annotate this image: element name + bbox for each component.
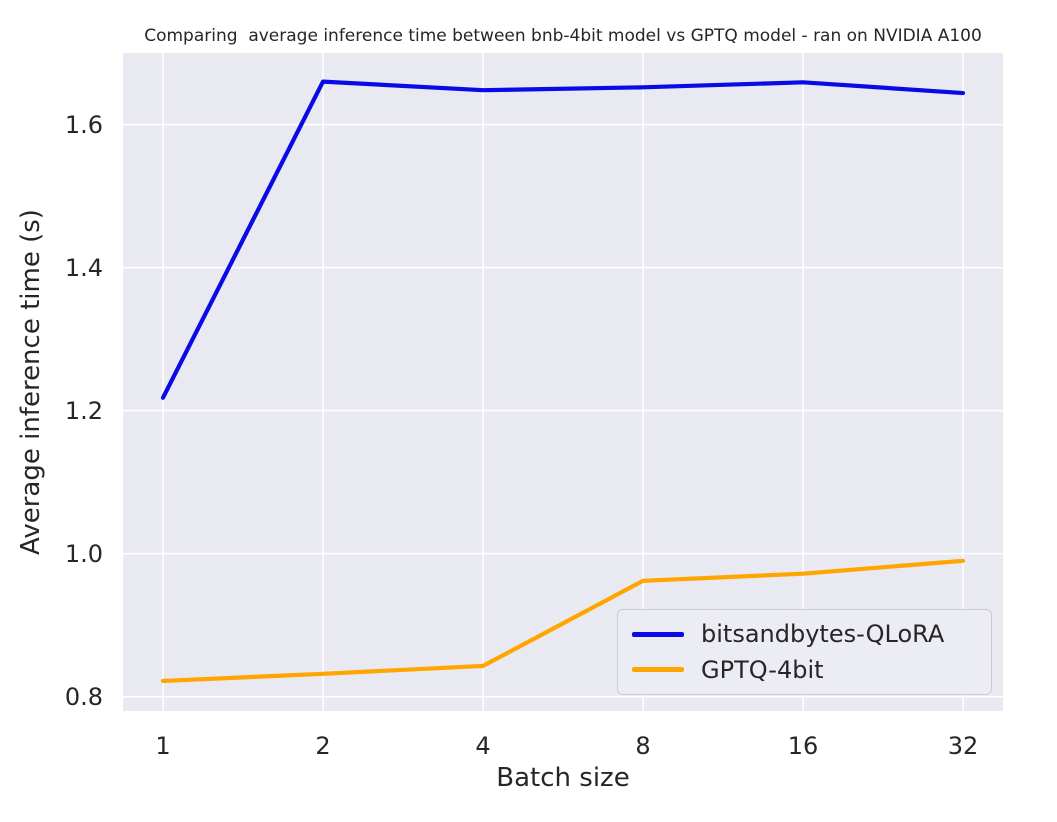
legend-item-bitsandbytes: bitsandbytes-QLoRA <box>632 619 977 649</box>
legend-item-gptq: GPTQ-4bit <box>632 655 977 685</box>
legend-line-swatch-orange <box>632 667 684 672</box>
y-tick-label: 1.6 <box>64 110 103 139</box>
x-tick-label: 16 <box>787 732 819 760</box>
y-tick-label: 0.8 <box>64 682 103 711</box>
legend-label: GPTQ-4bit <box>701 655 824 684</box>
series-line-bitsandbytes-QLoRA <box>160 79 966 400</box>
y-tick-label: 1.2 <box>64 396 103 425</box>
x-tick-label: 4 <box>475 732 491 760</box>
x-tick-label: 32 <box>947 732 979 760</box>
y-tick-label: 1.4 <box>64 253 103 282</box>
x-tick-label: 8 <box>635 732 651 760</box>
x-tick-label: 1 <box>155 732 171 760</box>
series-line-GPTQ-4bit <box>160 558 966 684</box>
x-axis-label: Batch size <box>496 763 630 793</box>
y-tick-label: 1.0 <box>64 539 103 568</box>
legend-label: bitsandbytes-QLoRA <box>701 620 945 649</box>
x-tick-label: 2 <box>315 732 331 760</box>
legend-line-swatch-blue <box>632 632 684 637</box>
y-axis-label: Average inference time (s) <box>16 209 46 555</box>
plot-background <box>123 53 1003 711</box>
legend: bitsandbytes-QLoRA GPTQ-4bit <box>617 609 992 695</box>
chart-title: Comparing average inference time between… <box>144 26 982 46</box>
